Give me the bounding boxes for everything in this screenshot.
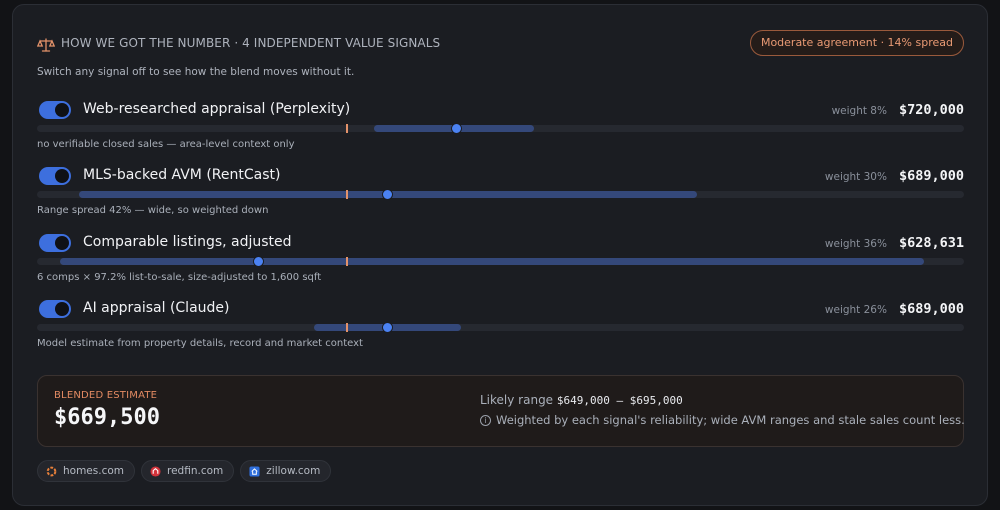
likely-range-label: Likely range [480,393,554,407]
redfin-icon [150,465,161,477]
signal-note: 6 comps × 97.2% list-to-sale, size-adjus… [37,272,322,283]
blend-marker [345,190,348,199]
scale-icon [37,38,55,52]
toggle-knob [55,103,69,117]
source-chip-homes[interactable]: homes.com [37,460,136,482]
source-chip-label: zillow.com [266,465,321,477]
signal-value: $628,631 [898,235,964,251]
signal-range-track [37,322,964,333]
section-title: HOW WE GOT THE NUMBER · 4 INDEPENDENT VA… [61,36,441,50]
signal-weight: weight 8% [831,105,887,117]
signal-point [252,256,264,267]
signal-summary: weight 30% $689,000 [825,168,964,184]
blend-explanation: i Weighted by each signal's reliability;… [480,413,965,427]
signal-point [382,322,394,333]
signal-toggle[interactable] [39,300,71,318]
blended-estimate-label: BLENDED ESTIMATE [54,390,158,401]
signal-range-track [37,189,964,200]
signal-toggle[interactable] [39,234,71,252]
toggle-knob [55,236,69,250]
info-icon: i [480,414,491,426]
signal-row: Comparable listings, adjusted weight 36%… [37,234,964,296]
source-chip-label: redfin.com [167,465,224,477]
blend-marker [345,124,348,133]
blended-estimate-panel: BLENDED ESTIMATE $669,500 Likely range $… [37,375,965,447]
source-chip-label: homes.com [63,465,125,477]
signal-row: AI appraisal (Claude) weight 26% $689,00… [37,300,964,362]
likely-range-value: $649,000 – $695,000 [556,394,683,407]
likely-range: Likely range $649,000 – $695,000 [480,393,683,407]
toggle-knob [55,169,69,183]
homes-icon [46,466,57,476]
section-subtitle: Switch any signal off to see how the ble… [37,66,355,78]
signal-value: $689,000 [898,168,964,184]
signal-range-track [37,256,964,267]
blended-estimate-value: $669,500 [54,405,160,430]
signal-label: MLS-backed AVM (RentCast) [83,167,281,183]
signal-weight: weight 36% [824,238,887,250]
blend-marker [345,257,348,266]
source-chip-redfin[interactable]: redfin.com [141,460,235,482]
blend-marker [345,323,348,332]
signal-label: Web-researched appraisal (Perplexity) [83,101,351,117]
signal-row: MLS-backed AVM (RentCast) weight 30% $68… [37,167,964,229]
agreement-badge: Moderate agreement · 14% spread [749,30,964,56]
signal-value: $720,000 [898,102,964,118]
signal-point [382,189,394,200]
signal-summary: weight 26% $689,000 [825,301,964,317]
signal-label: AI appraisal (Claude) [83,300,230,316]
toggle-knob [55,302,69,316]
signal-value: $689,000 [898,301,964,317]
signal-note: Model estimate from property details, re… [37,338,363,349]
source-chip-zillow[interactable]: zillow.com [240,460,332,482]
signal-weight: weight 30% [824,171,887,183]
signal-row: Web-researched appraisal (Perplexity) we… [37,101,964,163]
signal-note: no verifiable closed sales — area-level … [37,139,295,150]
blend-explanation-text: Weighted by each signal's reliability; w… [496,413,965,427]
signal-range-bar [60,258,925,265]
signal-summary: weight 36% $628,631 [825,235,964,251]
signal-toggle[interactable] [39,101,71,119]
signal-label: Comparable listings, adjusted [83,234,292,250]
card-header: HOW WE GOT THE NUMBER · 4 INDEPENDENT VA… [37,30,964,61]
signal-weight: weight 26% [824,304,887,316]
signal-point [451,123,462,134]
source-chips: homes.com redfin.com zillow.com [37,460,332,482]
signal-toggle[interactable] [39,167,71,185]
zillow-icon [249,465,260,477]
signal-summary: weight 8% $720,000 [832,102,964,118]
signal-range-track [37,123,964,134]
value-signals-card: HOW WE GOT THE NUMBER · 4 INDEPENDENT VA… [12,4,988,506]
signal-note: Range spread 42% — wide, so weighted dow… [37,205,269,216]
